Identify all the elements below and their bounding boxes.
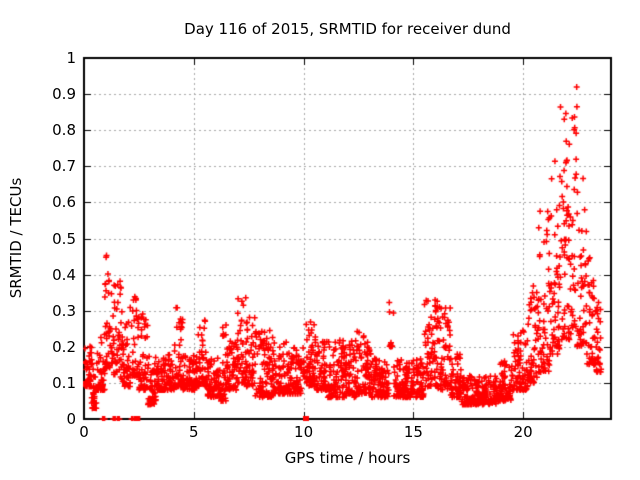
x-tick-label-10: 10	[294, 423, 314, 441]
y-tick-label-0.8: 0.8	[52, 121, 76, 140]
x-tick-label-5: 5	[189, 423, 199, 441]
y-tick-label-0.5: 0.5	[52, 229, 76, 248]
y-tick-label-1: 1	[66, 49, 76, 67]
y-tick-label-0: 0	[66, 410, 76, 428]
x-tick-label-0: 0	[79, 423, 89, 441]
y-tick-label-0.6: 0.6	[52, 193, 76, 212]
y-tick-label-0.1: 0.1	[52, 373, 76, 392]
y-tick-label-0.2: 0.2	[52, 337, 76, 356]
x-axis-label: GPS time / hours	[284, 449, 411, 467]
y-tick-label-0.9: 0.9	[52, 85, 76, 104]
y-tick-label-0.7: 0.7	[52, 157, 76, 176]
x-tick-label-20: 20	[513, 423, 533, 441]
y-tick-label-0.4: 0.4	[52, 265, 76, 284]
chart-title: Day 116 of 2015, SRMTID for receiver dun…	[184, 20, 511, 38]
y-tick-label-0.3: 0.3	[52, 301, 76, 320]
y-axis-label: SRMTID / TECUs	[7, 177, 25, 299]
x-tick-label-15: 15	[403, 423, 423, 441]
